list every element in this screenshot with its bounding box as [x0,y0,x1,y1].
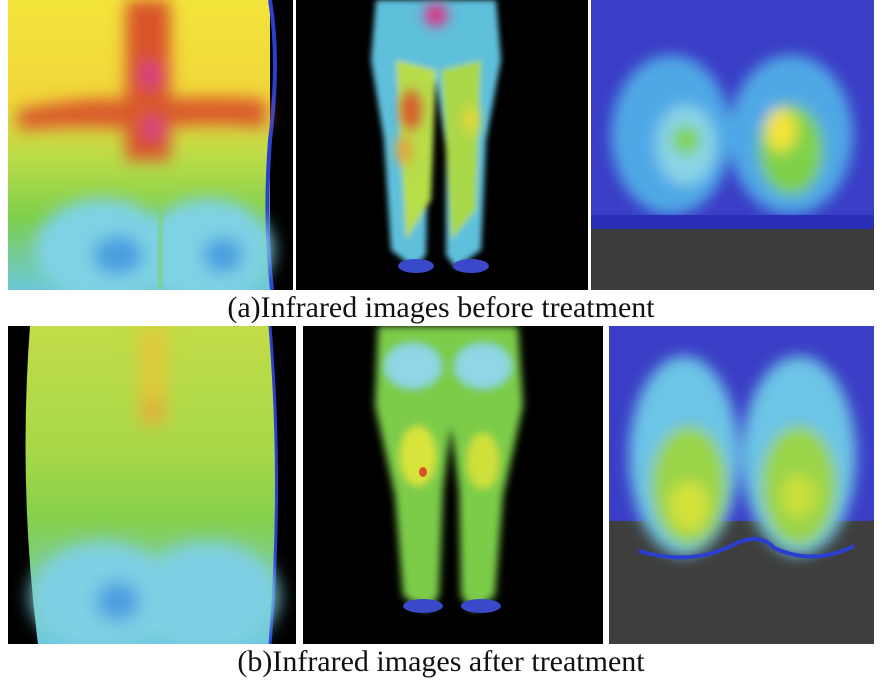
after-legs-thermal-image [303,326,603,644]
before-feet-thermal-image [591,0,874,290]
after-feet-thermal-image [609,326,874,644]
before-back-thermal-image [8,0,293,290]
before-legs-thermal-image [296,0,588,290]
caption-before-treatment: (a)Infrared images before treatment [227,291,655,324]
after-back-thermal-image [8,326,296,644]
caption-after-treatment: (b)Infrared images after treatment [237,645,645,678]
